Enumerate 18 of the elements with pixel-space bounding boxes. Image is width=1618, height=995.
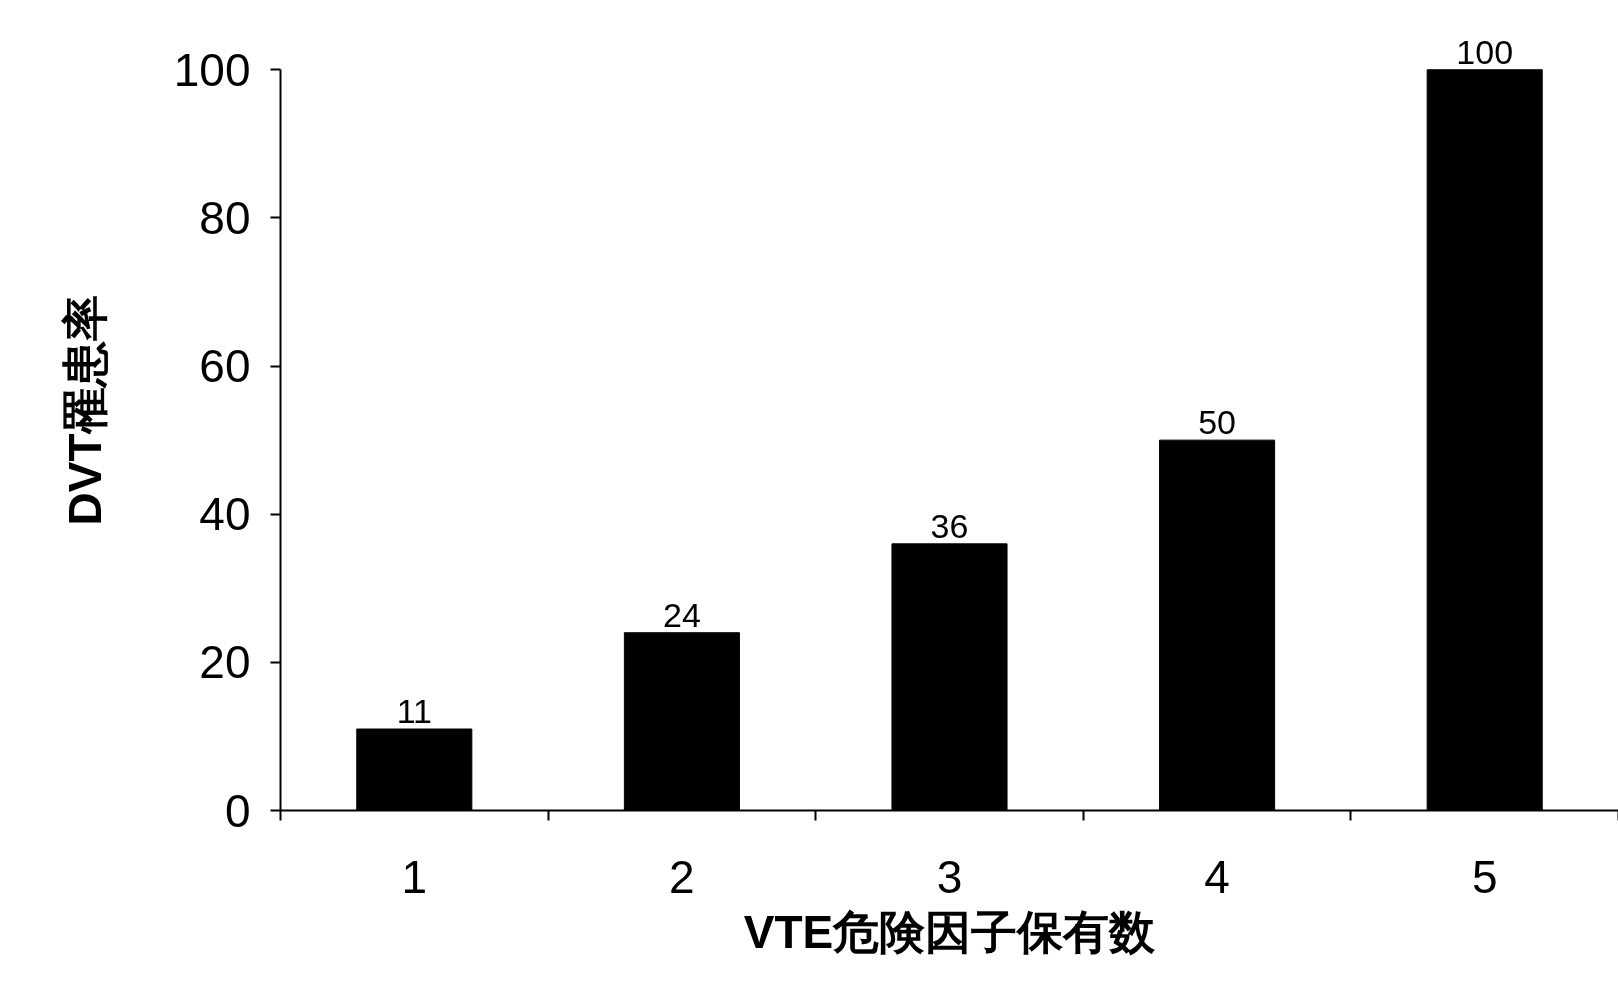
- x-tick-label: 2: [669, 850, 695, 903]
- y-tick-label: 80: [199, 191, 251, 244]
- x-tick-label: 3: [936, 850, 963, 903]
- y-tick-label: 20: [199, 636, 251, 689]
- x-tick-label: 1: [401, 850, 428, 903]
- data-label: 11: [396, 692, 432, 731]
- data-label: 24: [662, 595, 701, 634]
- y-axis-title: DVT罹患率: [58, 295, 111, 526]
- x-tick-label: 4: [1204, 850, 1230, 903]
- x-axis-title: VTE危険因子保有数: [743, 905, 1157, 958]
- y-tick-label: 0: [224, 784, 251, 837]
- y-tick-label: 60: [199, 340, 251, 393]
- data-label: 100: [1456, 32, 1514, 71]
- y-tick-label: 100: [173, 43, 251, 96]
- data-label: 36: [930, 506, 969, 545]
- y-tick-label: 40: [199, 488, 251, 541]
- x-tick-label: 5: [1471, 850, 1498, 903]
- data-label: 50: [1198, 403, 1237, 442]
